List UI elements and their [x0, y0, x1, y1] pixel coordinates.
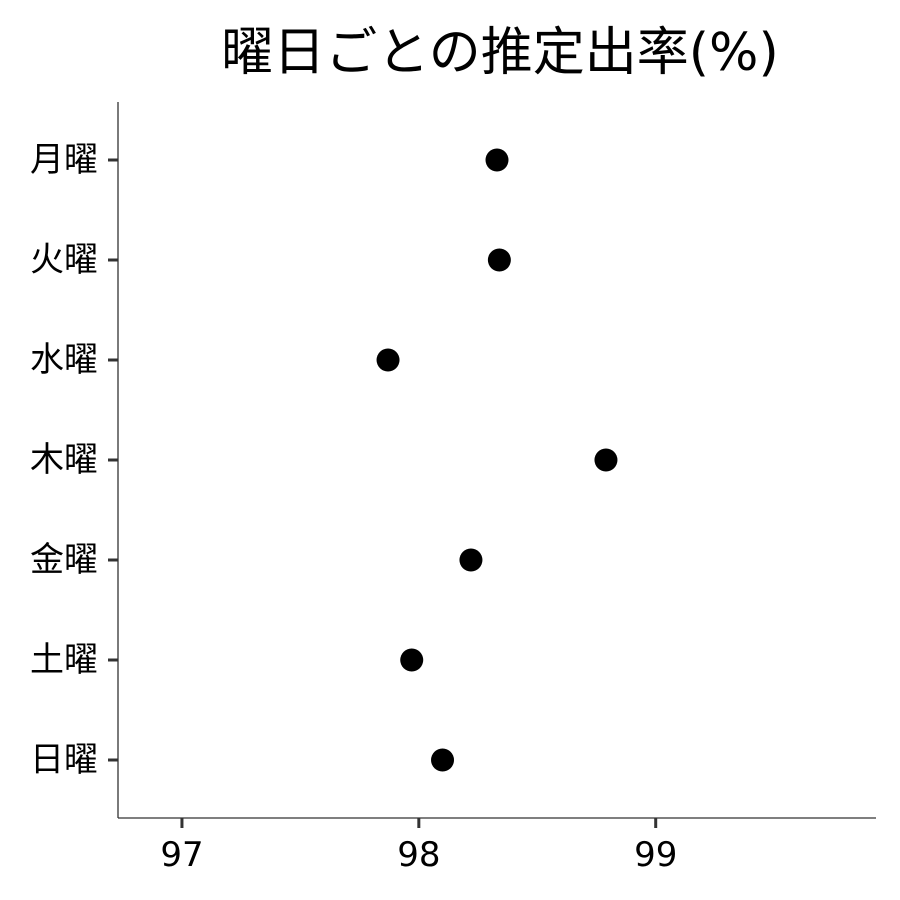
data-point — [459, 548, 483, 572]
y-tick-label: 月曜 — [30, 140, 98, 180]
x-tick-label: 97 — [160, 835, 203, 875]
data-point — [594, 448, 618, 472]
axes — [117, 102, 876, 819]
data-point — [376, 348, 400, 372]
y-tick-label: 火曜 — [30, 240, 98, 280]
data-point — [400, 648, 424, 672]
y-tick-label: 金曜 — [30, 540, 98, 580]
y-tick-label: 木曜 — [30, 440, 98, 480]
data-point — [431, 748, 455, 772]
data-point — [485, 148, 509, 172]
y-tick-label: 水曜 — [30, 340, 98, 380]
x-tick-label: 98 — [397, 835, 440, 875]
x-tick-label: 99 — [634, 835, 677, 875]
data-points — [376, 148, 618, 772]
y-tick-label: 土曜 — [30, 640, 98, 680]
data-point — [487, 248, 511, 272]
chart-title: 曜日ごとの推定出率(%) — [221, 23, 779, 83]
x-axis-ticks: 97 98 99 — [160, 818, 677, 875]
y-tick-label: 日曜 — [30, 740, 98, 780]
